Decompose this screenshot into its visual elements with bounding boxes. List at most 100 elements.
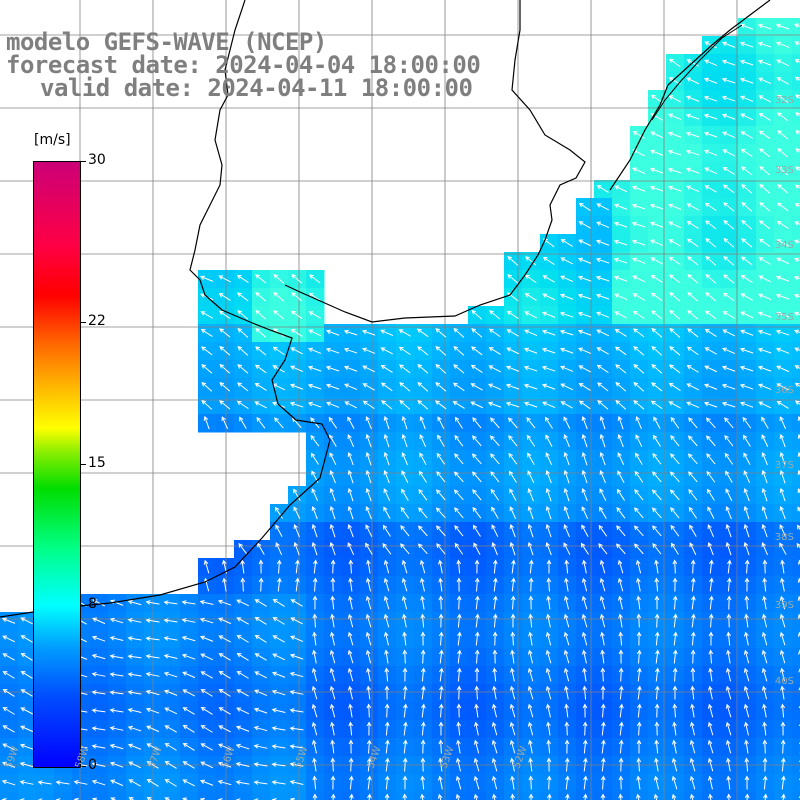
colorbar-tick-mark — [80, 322, 86, 324]
wind-arrow-head — [563, 542, 568, 548]
wind-arrow-head — [347, 451, 353, 457]
wind-arrow — [200, 618, 214, 624]
wind-arrow-head — [344, 383, 350, 388]
wind-arrow-head — [686, 238, 692, 244]
wind-arrow-head — [454, 453, 459, 459]
wind-arrow — [314, 614, 316, 628]
wind-arrow-head — [722, 167, 728, 172]
wind-arrow-head — [560, 239, 566, 244]
wind-arrow — [458, 686, 460, 700]
wind-arrow-head — [344, 401, 350, 406]
wind-arrow-head — [631, 203, 637, 209]
wind-arrow — [674, 704, 676, 718]
wind-arrow — [777, 184, 789, 194]
wind-arrow — [673, 722, 677, 736]
wind-arrow — [492, 704, 498, 718]
wind-arrow — [547, 740, 551, 754]
wind-arrow-head — [276, 559, 282, 565]
wind-arrow-head — [511, 577, 516, 583]
wind-arrow-head — [689, 793, 695, 799]
wind-arrow-head — [546, 577, 552, 583]
wind-arrow-head — [704, 202, 710, 208]
wind-arrow-head — [163, 636, 169, 641]
wind-arrow-head — [436, 489, 441, 495]
wind-arrow-head — [383, 595, 389, 601]
wind-arrow-head — [200, 293, 206, 298]
wind-arrow-head — [219, 400, 224, 405]
wind-arrow — [583, 560, 587, 574]
wind-arrow-head — [491, 542, 496, 548]
wind-arrow — [21, 635, 33, 643]
wind-arrow — [668, 204, 682, 210]
wind-arrow — [619, 596, 623, 610]
wind-arrow-head — [704, 365, 710, 370]
wind-arrow-head — [793, 311, 799, 317]
wind-arrow — [273, 274, 285, 284]
wind-arrow-head — [617, 452, 622, 458]
wind-arrow-head — [795, 112, 800, 117]
wind-arrow — [691, 704, 695, 718]
wind-arrow-head — [722, 149, 728, 154]
wind-cell — [216, 792, 235, 800]
wind-arrow-head — [289, 797, 295, 800]
wind-arrow — [255, 364, 267, 374]
wind-arrow — [404, 650, 406, 664]
wind-arrow — [524, 348, 538, 354]
wind-arrow-head — [739, 77, 745, 83]
wind-arrow — [722, 329, 736, 337]
wind-arrow — [764, 740, 766, 754]
wind-cell — [792, 702, 800, 721]
wind-arrow-head — [668, 77, 674, 82]
wind-arrow-head — [163, 618, 169, 623]
wind-arrow — [650, 150, 664, 156]
wind-arrow-head — [667, 131, 673, 137]
wind-arrow — [564, 596, 570, 610]
latitude-label: 40S — [774, 676, 794, 687]
wind-arrow-head — [542, 401, 548, 406]
wind-arrow — [326, 330, 340, 336]
wind-cell — [270, 792, 289, 800]
wind-arrow-head — [580, 542, 586, 548]
wind-arrow — [637, 578, 641, 592]
wind-arrow — [492, 722, 498, 736]
wind-arrow — [348, 506, 354, 520]
wind-arrow — [419, 453, 427, 465]
wind-arrow-head — [510, 649, 515, 655]
wind-arrow-head — [527, 703, 533, 709]
wind-arrow — [651, 382, 663, 392]
wind-arrow — [457, 740, 461, 754]
wind-arrow-head — [631, 239, 637, 245]
wind-arrow — [548, 578, 550, 592]
colorbar-tick-mark — [80, 463, 86, 465]
wind-arrow — [528, 506, 534, 520]
wind-arrow — [403, 632, 407, 646]
wind-arrow — [219, 653, 231, 661]
wind-arrow — [437, 416, 445, 430]
wind-arrow — [743, 470, 751, 484]
wind-arrow — [743, 453, 751, 465]
wind-arrow-head — [775, 23, 781, 29]
wind-arrow — [692, 560, 694, 574]
wind-arrow — [254, 745, 268, 749]
wind-arrow-head — [347, 667, 353, 673]
wind-arrow-head — [109, 654, 115, 659]
wind-arrow-head — [384, 667, 390, 673]
wind-arrow-head — [632, 167, 638, 172]
wind-arrow — [777, 166, 789, 176]
wind-arrow-head — [1, 797, 7, 800]
wind-arrow — [524, 311, 538, 319]
wind-arrow-head — [347, 416, 352, 422]
wind-arrow-head — [329, 631, 335, 637]
wind-arrow-head — [597, 400, 603, 405]
wind-arrow-head — [618, 649, 624, 655]
wind-arrow-head — [761, 667, 767, 673]
wind-arrow-head — [690, 649, 696, 655]
wind-arrow-head — [727, 559, 732, 565]
wind-arrow-head — [686, 401, 692, 406]
wind-arrow-head — [256, 416, 261, 422]
wind-arrow — [308, 384, 322, 390]
wind-arrow-head — [723, 274, 728, 279]
wind-arrow — [402, 560, 408, 574]
wind-arrow-head — [506, 347, 512, 352]
wind-arrow — [454, 525, 464, 537]
